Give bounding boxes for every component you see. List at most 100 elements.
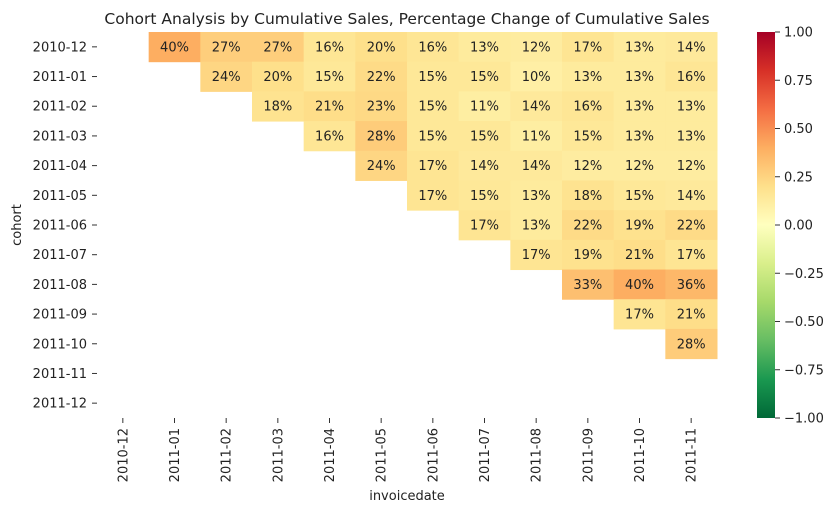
cell-value-label: 33% [573,278,602,293]
cell-value-label: 13% [677,129,706,144]
heatmap-cell [613,210,666,241]
heatmap-cell [665,328,718,360]
cell-value-label: 23% [367,100,396,115]
y-tick-label: 2011-07 [33,248,87,263]
x-tick-label: 2011-11 [685,428,700,482]
heatmap-cell [407,180,460,211]
cell-value-label: 14% [677,40,706,55]
cell-value-label: 14% [470,159,499,174]
x-tick-label: 2011-08 [530,428,545,482]
heatmap-cell [562,32,615,63]
heatmap-cell [458,61,511,92]
x-tick-label: 2011-10 [633,428,648,482]
cell-value-label: 13% [625,129,654,144]
heatmap-cell [613,299,666,330]
cell-value-label: 40% [160,40,189,55]
y-tick-label: 2011-08 [33,278,87,293]
heatmap-cell [355,61,408,92]
heatmap-cell [510,61,563,92]
heatmap-cell [613,150,666,181]
cell-value-label: 15% [418,100,447,115]
y-tick-label: 2011-03 [33,129,87,144]
heatmap-cell [665,150,718,181]
heatmap-cell [252,91,305,122]
cell-value-label: 17% [418,159,447,174]
colorbar-tick-label: 0.25 [784,170,813,185]
heatmap-cell [613,121,666,152]
heatmap-cell [613,32,666,63]
colorbar-tick-label: −1.00 [784,412,824,427]
y-tick-label: 2011-05 [33,189,87,204]
x-tick-label: 2011-06 [426,428,441,482]
cell-value-label: 20% [367,40,396,55]
heatmap-cell [407,91,460,122]
heatmap-cell [613,239,666,271]
heatmap-cell [562,180,615,211]
heatmap-cell [562,121,615,152]
cell-value-label: 14% [677,189,706,204]
heatmap-cell [562,269,615,300]
cell-value-label: 13% [677,100,706,115]
cell-value-label: 11% [470,100,499,115]
y-tick-label: 2010-12 [33,40,87,55]
cell-value-label: 27% [263,40,292,55]
heatmap-cell [407,61,460,92]
cell-value-label: 17% [470,219,499,234]
heatmap-cells: 40% 27% 27% 16% 20% 16% 13% 12% 17% 13% 14% 24% 20% 1… [148,32,718,360]
heatmap-cell [510,180,563,211]
y-tick-label: 2011-12 [33,397,87,412]
heatmap-cell [458,91,511,122]
cell-value-label: 15% [470,70,499,85]
heatmap-cell [458,210,511,241]
y-tick-label: 2011-10 [33,337,87,352]
cell-value-label: 16% [418,40,447,55]
heatmap-cell [562,210,615,241]
cell-value-label: 19% [573,248,602,263]
y-tick-labels: 2010-12 2011-01 2011-02 2011-03 2011-04 2011-… [33,40,97,412]
cell-value-label: 22% [573,219,602,234]
cell-value-label: 12% [573,159,602,174]
heatmap-cell [665,269,718,300]
heatmap-cell [562,61,615,92]
cell-value-label: 15% [573,129,602,144]
cell-value-label: 21% [677,308,706,323]
x-tick-label: 2011-09 [581,428,596,482]
cell-value-label: 17% [522,248,551,263]
cell-value-label: 17% [625,308,654,323]
heatmap-cell [200,32,253,63]
heatmap-cell [458,150,511,181]
cell-value-label: 16% [315,40,344,55]
heatmap-cell [148,32,201,63]
heatmap-cell [613,180,666,211]
cell-value-label: 16% [315,129,344,144]
x-axis-label: invoicedate [369,489,445,504]
cell-value-label: 13% [625,40,654,55]
heatmap-cell [355,150,408,181]
x-tick-label: 2010-12 [116,428,131,482]
cell-value-label: 13% [522,219,551,234]
cell-value-label: 16% [677,70,706,85]
cell-value-label: 40% [625,278,654,293]
cell-value-label: 13% [573,70,602,85]
heatmap-cell [458,121,511,152]
cell-value-label: 24% [367,159,396,174]
heatmap-cell [407,121,460,152]
x-tick-label: 2011-04 [323,428,338,482]
colorbar-tick-label: 1.00 [784,26,813,41]
cell-value-label: 11% [522,129,551,144]
x-tick-label: 2011-03 [271,428,286,482]
heatmap-cell [252,61,305,92]
heatmap-cell [458,180,511,211]
colorbar-tick-label: 0.50 [784,122,813,137]
cell-value-label: 13% [625,70,654,85]
colorbar-tick-label: −0.50 [784,315,824,330]
heatmap-cell [303,32,356,63]
y-tick-label: 2011-06 [33,219,87,234]
colorbar-ticks: 1.00 0.75 0.50 0.25 0.00 −0.25 −0.50 −0.75 −1.00 [775,26,824,427]
chart-title: Cohort Analysis by Cumulative Sales, Per… [104,10,709,28]
colorbar-tick-label: −0.25 [784,267,824,282]
cell-value-label: 15% [470,189,499,204]
heatmap-cell [613,61,666,92]
cell-value-label: 21% [315,100,344,115]
